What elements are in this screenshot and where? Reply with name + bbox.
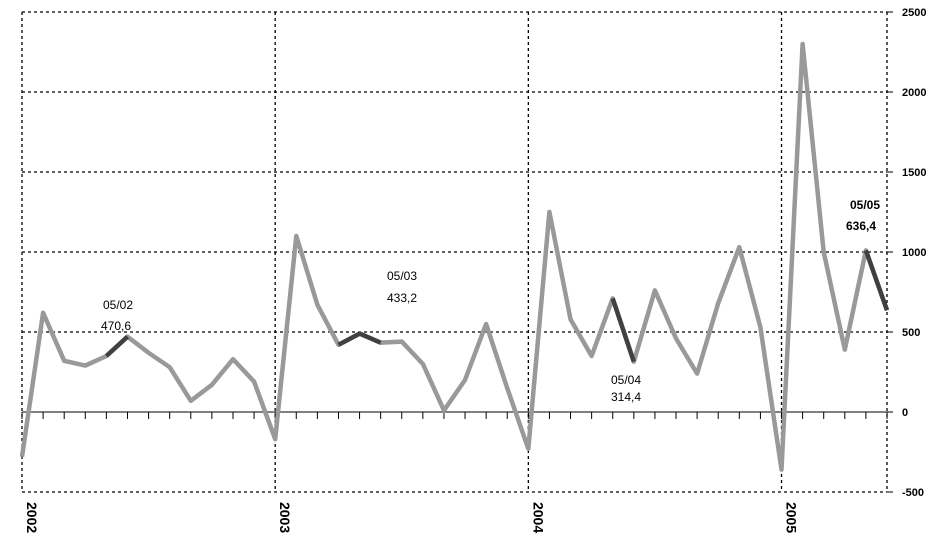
y-tick-label: 500 — [902, 327, 920, 339]
y-tick-label: 2500 — [902, 7, 926, 19]
y-axis-tick-labels: -500 0 500 1000 1500 2000 2500 — [902, 7, 926, 499]
annotation-value: 470,6 — [101, 319, 131, 333]
highlight-segment — [610, 297, 636, 363]
x-year-label: 2002 — [24, 502, 40, 533]
x-year-label: 2003 — [277, 502, 293, 533]
annotation-date: 05/04 — [611, 373, 641, 387]
x-axis-year-labels: 2002 2003 2004 2005 — [24, 502, 800, 533]
annotation-value: 433,2 — [387, 291, 417, 305]
annotation-date: 05/02 — [103, 298, 133, 312]
highlight-segment — [863, 249, 890, 311]
annotation-date: 05/05 — [850, 198, 880, 212]
x-year-label: 2004 — [530, 502, 546, 533]
highlight-segment — [337, 331, 382, 347]
y-tick-label: -500 — [902, 487, 924, 499]
annotation-date: 05/03 — [387, 269, 417, 283]
grid-lines — [21, 11, 888, 493]
y-tick-label: 0 — [902, 407, 908, 419]
y-tick-label: 2000 — [902, 87, 926, 99]
x-minor-ticks — [21, 11, 893, 493]
series-line — [19, 41, 890, 472]
y-tick-label: 1500 — [902, 167, 926, 179]
annotation-value: 636,4 — [846, 219, 876, 233]
point-annotations: 05/02 470,6 05/03 433,2 05/04 314,4 05/0… — [101, 198, 880, 404]
x-year-label: 2005 — [784, 502, 800, 533]
annotation-value: 314,4 — [611, 390, 641, 404]
series-polyline — [19, 41, 890, 472]
y-tick-label: 1000 — [902, 247, 926, 259]
highlight-segment — [104, 335, 130, 358]
